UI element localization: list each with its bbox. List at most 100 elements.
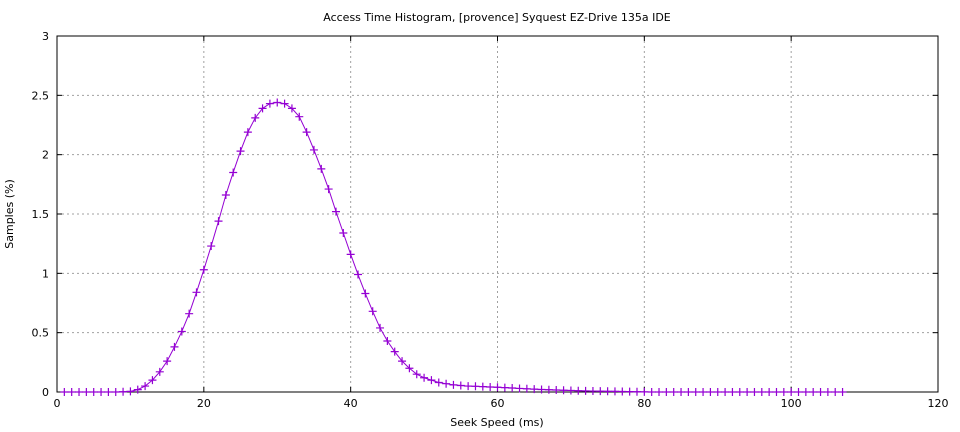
data-point	[442, 379, 451, 388]
data-point	[82, 388, 91, 396]
data-point	[552, 385, 561, 394]
data-point	[632, 387, 641, 396]
data-point	[566, 386, 575, 395]
data-point	[508, 383, 517, 392]
data-point	[302, 128, 311, 137]
x-axis-label: Seek Speed (ms)	[450, 416, 543, 429]
data-point	[706, 388, 715, 396]
data-point	[471, 382, 480, 391]
data-point	[537, 385, 546, 394]
data-point	[581, 386, 590, 395]
data-point	[317, 164, 326, 173]
data-point	[750, 388, 759, 396]
data-point	[794, 388, 803, 396]
data-point	[163, 357, 172, 366]
data-point	[287, 104, 296, 113]
data-point	[412, 370, 421, 379]
data-point	[691, 388, 700, 396]
data-point	[559, 386, 568, 395]
data-point	[251, 113, 260, 122]
data-point	[588, 387, 597, 396]
x-tick-label: 0	[54, 397, 61, 410]
data-point	[258, 104, 267, 113]
data-point	[427, 376, 436, 385]
data-point	[713, 388, 722, 396]
data-point	[647, 388, 656, 396]
data-point	[405, 364, 414, 373]
data-point	[207, 242, 216, 251]
data-point	[610, 387, 619, 396]
y-axis-label: Samples (%)	[3, 179, 16, 249]
x-tick-label: 80	[637, 397, 651, 410]
data-point	[493, 383, 502, 392]
data-point	[89, 388, 98, 396]
data-point	[434, 378, 443, 387]
chart-title: Access Time Histogram, [provence] Syques…	[323, 11, 671, 24]
data-point	[126, 387, 135, 396]
data-point	[60, 388, 69, 396]
data-point	[148, 376, 157, 385]
data-point	[618, 387, 627, 396]
data-point	[236, 147, 245, 156]
data-point	[779, 388, 788, 396]
y-tick-label: 2	[42, 149, 49, 162]
data-point	[229, 168, 238, 177]
data-point	[324, 185, 333, 194]
data-point	[486, 383, 495, 392]
data-point	[655, 388, 664, 396]
data-point	[596, 387, 605, 396]
data-point	[265, 99, 274, 108]
data-point	[574, 386, 583, 395]
data-point	[500, 383, 509, 392]
data-point	[757, 388, 766, 396]
data-point	[221, 191, 230, 200]
data-point	[420, 373, 429, 382]
y-tick-label: 0	[42, 386, 49, 399]
data-point	[214, 217, 223, 226]
data-point	[295, 112, 304, 121]
data-point	[177, 327, 186, 336]
data-point	[119, 387, 128, 396]
data-point	[75, 388, 84, 396]
data-point	[816, 388, 825, 396]
data-point	[530, 385, 539, 394]
data-point	[67, 388, 76, 396]
data-point	[398, 357, 407, 366]
data-point	[170, 342, 179, 351]
y-tick-label: 1	[42, 267, 49, 280]
data-point	[390, 347, 399, 356]
series-line	[64, 101, 843, 393]
y-tick-label: 3	[42, 30, 49, 43]
data-point	[449, 380, 458, 389]
data-point	[368, 307, 377, 316]
data-point	[339, 228, 348, 237]
data-point	[185, 309, 194, 318]
data-point	[133, 385, 142, 394]
data-point	[801, 388, 810, 396]
data-point	[331, 207, 340, 216]
data-point	[478, 382, 487, 391]
data-point	[728, 388, 737, 396]
data-point	[522, 384, 531, 393]
data-point	[361, 289, 370, 298]
data-point	[456, 381, 465, 390]
x-tick-label: 100	[781, 397, 802, 410]
data-point	[823, 388, 832, 396]
y-tick-label: 0.5	[32, 327, 50, 340]
x-tick-label: 40	[344, 397, 358, 410]
data-point	[141, 382, 150, 391]
data-point	[677, 388, 686, 396]
y-tick-label: 2.5	[32, 89, 50, 102]
data-point	[273, 98, 282, 107]
axis-ticks: 0 20 40 60 80 100 120 0 0.5 1 1.5 2 2.5 3	[32, 30, 949, 410]
data-point	[603, 387, 612, 396]
data-point	[699, 388, 708, 396]
data-point	[721, 388, 730, 396]
data-point	[831, 388, 840, 396]
grid	[57, 36, 938, 392]
data-point	[544, 385, 553, 394]
data-point	[155, 367, 164, 376]
data-point	[669, 388, 678, 396]
data-point	[346, 250, 355, 259]
